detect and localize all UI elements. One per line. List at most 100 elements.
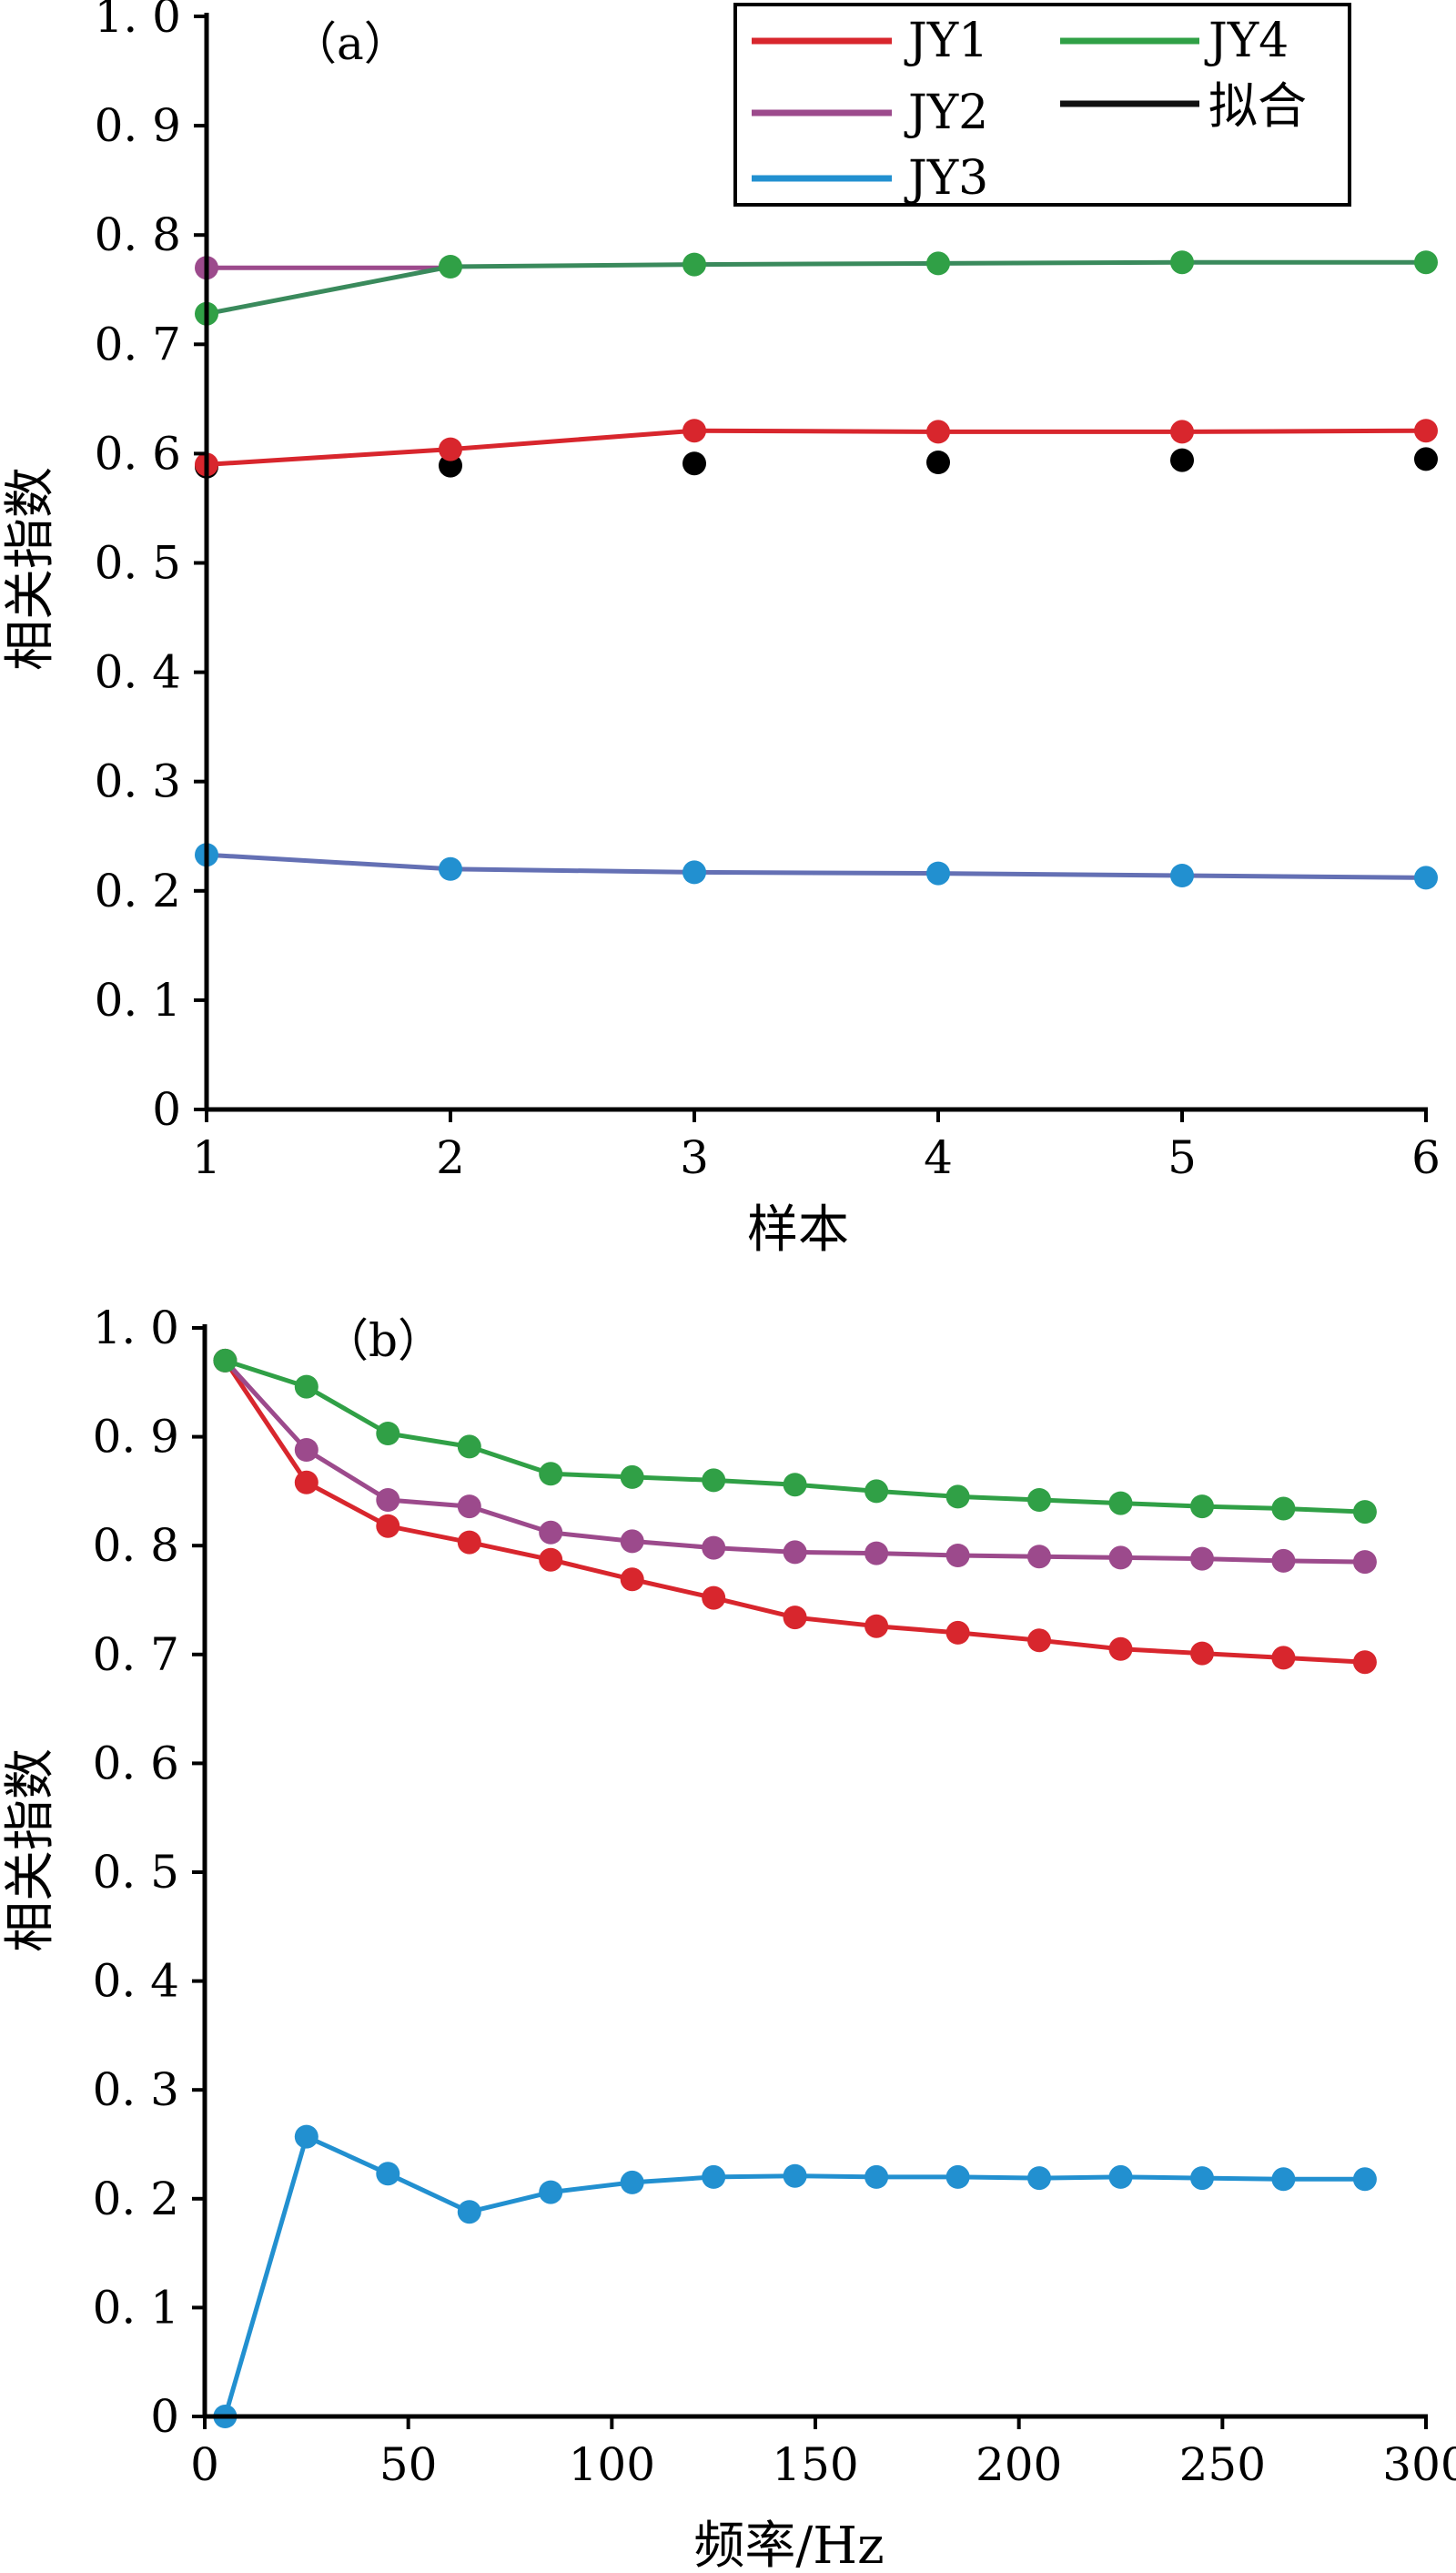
panel-a-point-fit <box>1170 448 1194 472</box>
panel-b-point-jy1 <box>457 1530 481 1555</box>
panel-b-point-jy1 <box>945 1620 970 1645</box>
panel-a-line-jy4 <box>206 259 1426 317</box>
panel-b-x-ticks: 0 50 100 150 200 250 300 <box>190 2416 1456 2491</box>
panel-b-point-jy3 <box>702 2164 726 2189</box>
panel-a-y-tick-label: 0 <box>152 1083 181 1136</box>
panel-b-y-ticks: 0 0. 1 0. 2 0. 3 0. 4 0. 5 0. 6 0. 7 0. 8 0. 9 1. … <box>93 1302 205 2443</box>
panel-b-point-jy1 <box>1271 1646 1296 1670</box>
panel-a-label: （a） <box>291 17 410 70</box>
panel-b-point-jy3 <box>457 2200 481 2224</box>
panel-b-point-jy4 <box>457 1434 481 1459</box>
panel-b: 0 0. 1 0. 2 0. 3 0. 4 0. 5 0. 6 0. 7 0. 8 0. 9 1. … <box>1 1302 1456 2573</box>
panel-b-point-jy2 <box>945 1544 970 1567</box>
panel-b-point-jy2 <box>783 1540 807 1565</box>
panel-a-y-tick-label: 0. 2 <box>95 865 181 917</box>
panel-b-y-tick-label: 0 <box>150 2390 179 2443</box>
panel-b-point-jy1 <box>620 1567 644 1592</box>
panel-b-x-tick-label: 250 <box>1179 2438 1266 2491</box>
panel-a-x-tick-label: 3 <box>680 1131 709 1184</box>
panel-a-point-jy1 <box>682 419 706 443</box>
panel-b-y-tick-label: 1. 0 <box>93 1302 179 1354</box>
panel-b-point-jy2 <box>864 1541 889 1565</box>
panel-b-series-jy1 <box>213 1348 1377 1675</box>
panel-a-series <box>195 250 1438 890</box>
panel-b-point-jy2 <box>1271 1548 1296 1573</box>
panel-b-point-jy4 <box>294 1374 318 1399</box>
panel-a-point-jy3 <box>1414 866 1438 890</box>
legend-label-fit: 拟合 <box>1208 77 1307 135</box>
panel-a-series-jy3 <box>195 843 1438 890</box>
panel-b-point-jy4 <box>539 1462 563 1486</box>
panel-b-point-jy3 <box>1027 2166 1051 2191</box>
panel-b-series-jy3 <box>213 2124 1377 2428</box>
panel-b-point-jy1 <box>1108 1636 1133 1661</box>
panel-a-y-tick-label: 1. 0 <box>95 0 181 43</box>
panel-b-y-tick-label: 0. 1 <box>93 2281 179 2334</box>
panel-b-x-tick-label: 200 <box>976 2438 1062 2491</box>
panel-a-point-fit <box>439 453 462 478</box>
panel-b-point-jy4 <box>213 1348 238 1373</box>
panel-a-point-jy4 <box>439 255 462 279</box>
panel-b-point-jy4 <box>1190 1494 1214 1519</box>
panel-b-point-jy2 <box>457 1494 481 1519</box>
panel-b-x-tick-label: 50 <box>379 2438 438 2491</box>
panel-b-x-tick-label: 150 <box>772 2438 858 2491</box>
panel-b-point-jy2 <box>702 1535 726 1560</box>
panel-b-point-jy3 <box>620 2170 644 2194</box>
panel-a-y-tick-label: 0. 3 <box>95 755 181 808</box>
panel-b-x-axis-label: 频率/Hz <box>693 2517 884 2573</box>
panel-a-y-tick-label: 0. 9 <box>95 99 181 152</box>
panel-b-point-jy4 <box>1108 1491 1133 1515</box>
panel-a-series-jy1 <box>195 419 1438 477</box>
panel-a-point-jy1 <box>926 420 950 444</box>
panel-b-point-jy1 <box>702 1585 726 1610</box>
panel-a-x-tick-label: 5 <box>1168 1131 1197 1184</box>
panel-a-series-jy4 <box>195 250 1438 326</box>
panel-a-point-jy1 <box>1414 419 1438 443</box>
panel-b-point-jy3 <box>945 2164 970 2189</box>
panel-b-point-jy2 <box>1108 1545 1133 1570</box>
panel-a-point-jy4 <box>926 251 950 276</box>
panel-b-point-jy1 <box>294 1470 318 1494</box>
panel-b-label: （b） <box>323 1314 443 1367</box>
panel-a-point-jy3 <box>926 861 950 886</box>
panel-b-point-jy2 <box>1352 1550 1377 1575</box>
panel-b-point-jy3 <box>783 2163 807 2188</box>
panel-b-y-tick-label: 0. 8 <box>93 1519 179 1572</box>
panel-b-point-jy4 <box>620 1464 644 1489</box>
panel-a-y-tick-label: 0. 4 <box>95 646 181 699</box>
panel-b-point-jy2 <box>1190 1546 1214 1571</box>
panel-a-legend: JY1 JY2 JY3 JY4 拟合 <box>733 3 1351 207</box>
panel-b-point-jy3 <box>294 2124 318 2149</box>
panel-b-y-tick-label: 0. 2 <box>93 2173 179 2225</box>
panel-b-point-jy3 <box>376 2162 400 2186</box>
panel-b-point-jy1 <box>1352 1650 1377 1675</box>
panel-b-point-jy3 <box>539 2180 563 2204</box>
panel-a-point-fit <box>682 451 706 476</box>
panel-a-y-tick-label: 0. 6 <box>95 427 181 480</box>
legend-label-jy2: JY2 <box>904 86 988 140</box>
panel-b-point-jy2 <box>294 1438 318 1462</box>
panel-a-point-jy4 <box>1414 250 1438 275</box>
panel-b-point-jy1 <box>376 1514 400 1538</box>
panel-a-x-axis-label: 样本 <box>747 1200 849 1260</box>
panel-b-y-tick-label: 0. 9 <box>93 1411 179 1464</box>
panel-b-point-jy1 <box>539 1547 563 1572</box>
panel-a-point-jy3 <box>439 856 462 881</box>
panel-a-point-jy3 <box>682 860 706 885</box>
panel-b-point-jy3 <box>1190 2166 1214 2191</box>
panel-b-point-jy3 <box>1271 2167 1296 2192</box>
panel-b-point-jy1 <box>864 1614 889 1638</box>
legend-label-jy3: JY3 <box>904 151 988 206</box>
panel-b-point-jy4 <box>376 1422 400 1445</box>
panel-a-y-ticks: 0 0. 1 0. 2 0. 3 0. 4 0. 5 0. 6 0. 7 0. 8 0. 9 1. … <box>95 0 207 1136</box>
panel-a-point-jy4 <box>682 252 706 277</box>
panel-a-point-jy1 <box>1170 420 1194 444</box>
panel-a-point-jy3 <box>1170 864 1194 887</box>
panel-a-y-tick-label: 0. 5 <box>95 537 181 590</box>
panel-b-y-tick-label: 0. 5 <box>93 1846 179 1899</box>
panel-b-point-jy4 <box>702 1468 726 1493</box>
panel-a-x-tick-label: 2 <box>436 1131 465 1184</box>
panel-b-point-jy1 <box>783 1606 807 1630</box>
panel-b-series-jy4 <box>213 1348 1377 1525</box>
